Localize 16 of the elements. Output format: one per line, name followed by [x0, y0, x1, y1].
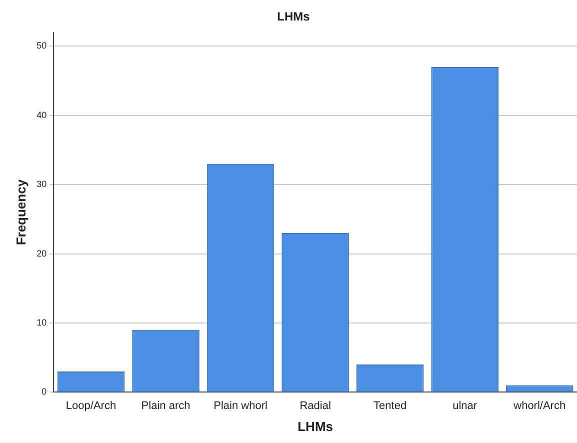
x-tick-label: Loop/Arch — [66, 400, 116, 412]
x-tick-label: Radial — [300, 400, 331, 412]
x-axis-title: LHMs — [298, 418, 333, 434]
y-tick-label: 0 — [42, 386, 47, 397]
x-tick-label: whorl/Arch — [512, 400, 566, 412]
y-axis-title: Frequency — [13, 178, 28, 246]
y-tick-label: 20 — [36, 248, 47, 258]
y-tick-label: 50 — [36, 40, 47, 51]
y-tick-label: 10 — [36, 317, 47, 328]
x-tick-label: Plain arch — [141, 400, 190, 412]
x-tick-label: ulnar — [452, 400, 478, 412]
x-tick-label: Tented — [374, 400, 407, 412]
x-tick-label: Plain whorl — [214, 400, 268, 412]
y-tick-label: 40 — [36, 110, 47, 120]
y-tick-label: 30 — [36, 179, 47, 190]
chart-title: LHMs — [277, 10, 310, 24]
